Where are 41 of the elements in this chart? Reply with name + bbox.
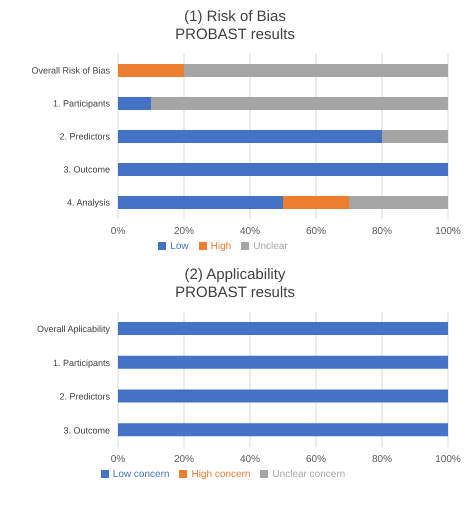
y-tick-label: 3. Outcome xyxy=(63,164,110,175)
legend-label: Low xyxy=(170,241,189,252)
chart-subtitle: PROBAST results xyxy=(174,284,296,302)
y-tick-label: 2. Predictors xyxy=(59,392,110,402)
bar xyxy=(118,130,382,143)
legend-label: Unclear concern xyxy=(272,469,346,480)
bar xyxy=(118,64,184,77)
chart-subtitle: PROBAST results xyxy=(174,26,296,44)
y-tick-label: 1. Participants xyxy=(52,98,110,109)
x-tick-label: 20% xyxy=(174,226,194,238)
y-tick-label: Overall Risk of Bias xyxy=(31,66,110,76)
x-tick-label: 40% xyxy=(240,226,260,238)
x-tick-label: 40% xyxy=(240,454,260,466)
bar xyxy=(151,97,448,110)
legend-label: Low concern xyxy=(112,469,170,480)
bar xyxy=(118,163,448,176)
x-tick-label: 100% xyxy=(435,226,461,238)
y-tick-label: 4. Analysis xyxy=(66,198,110,208)
bar xyxy=(118,97,151,110)
x-tick-label: 100% xyxy=(435,454,461,466)
y-tick-label: 1. Participants xyxy=(52,358,110,368)
bar xyxy=(118,196,283,209)
x-tick-label: 0% xyxy=(110,226,126,238)
x-tick-label: 20% xyxy=(174,454,194,466)
y-tick-label: Overall Aplicability xyxy=(36,324,110,334)
legend-label: Unclear xyxy=(253,241,288,252)
chart-title: (2) Applicability xyxy=(184,266,286,284)
x-tick-label: 60% xyxy=(306,454,326,466)
bar xyxy=(283,196,349,209)
x-tick-label: 80% xyxy=(372,454,392,466)
chart-title: (1) Risk of Bias xyxy=(183,8,287,26)
bar xyxy=(184,64,448,77)
bar xyxy=(349,196,448,209)
y-tick-label: 3. Outcome xyxy=(63,425,110,436)
legend-label: High xyxy=(210,241,232,252)
legend-label: High concern xyxy=(191,469,250,480)
bar xyxy=(382,130,448,143)
x-tick-label: 80% xyxy=(372,226,392,238)
y-tick-label: 2. Predictors xyxy=(59,132,110,142)
x-tick-label: 60% xyxy=(306,226,326,238)
x-tick-label: 0% xyxy=(110,454,126,466)
